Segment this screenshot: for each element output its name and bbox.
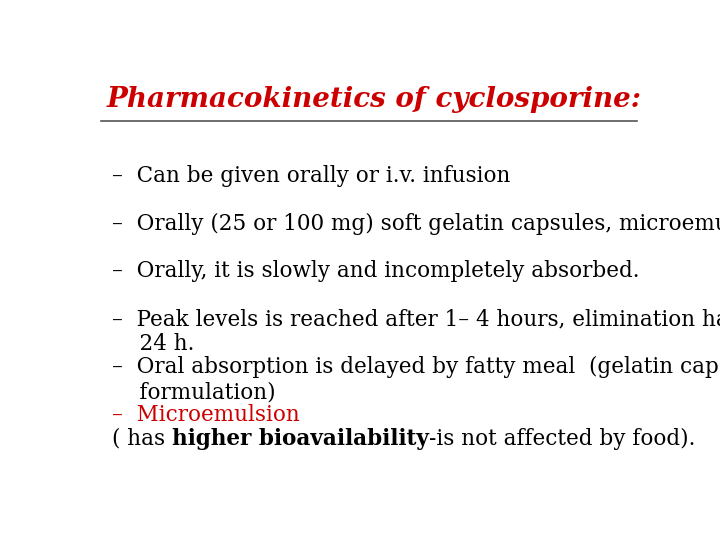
- Text: -is not affected by food).: -is not affected by food).: [429, 428, 696, 450]
- Text: –  Can be given orally or i.v. infusion: – Can be given orally or i.v. infusion: [112, 165, 510, 187]
- Text: ( has: ( has: [112, 428, 172, 450]
- Text: –  Microemulsion: – Microemulsion: [112, 404, 300, 426]
- Text: –  Orally (25 or 100 mg) soft gelatin capsules, microemulsion.: – Orally (25 or 100 mg) soft gelatin cap…: [112, 212, 720, 234]
- Text: higher bioavailability: higher bioavailability: [172, 428, 429, 450]
- Text: –  Peak levels is reached after 1– 4 hours, elimination half life
    24 h.: – Peak levels is reached after 1– 4 hour…: [112, 308, 720, 355]
- Text: –  Orally, it is slowly and incompletely absorbed.: – Orally, it is slowly and incompletely …: [112, 260, 640, 282]
- Text: Pharmacokinetics of cyclosporine:: Pharmacokinetics of cyclosporine:: [107, 85, 642, 113]
- Text: –  Oral absorption is delayed by fatty meal  (gelatin capsule
    formulation): – Oral absorption is delayed by fatty me…: [112, 356, 720, 403]
